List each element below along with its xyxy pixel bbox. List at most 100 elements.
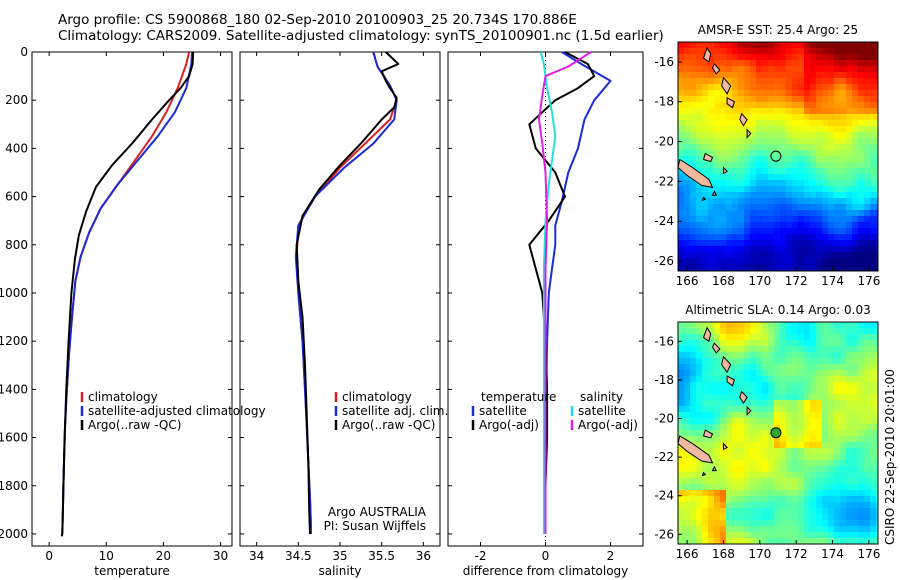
map-cell bbox=[816, 168, 823, 175]
map-cell bbox=[846, 180, 853, 187]
map-cell bbox=[810, 490, 817, 497]
map-cell bbox=[738, 490, 745, 497]
map-cell bbox=[702, 42, 709, 49]
map-cell bbox=[684, 192, 691, 199]
map-cell bbox=[780, 502, 787, 509]
map-cell bbox=[744, 246, 751, 253]
map-cell bbox=[702, 144, 709, 151]
map-cell bbox=[750, 162, 757, 169]
map-cell bbox=[840, 60, 847, 67]
map-cell bbox=[840, 346, 847, 353]
map-cell bbox=[690, 538, 697, 544]
map-cell bbox=[780, 448, 787, 455]
map-cell bbox=[690, 162, 697, 169]
map-cell bbox=[714, 120, 721, 127]
map-cell bbox=[726, 484, 733, 491]
map-cell bbox=[840, 264, 847, 271]
map-cell bbox=[828, 430, 835, 437]
map-cell bbox=[846, 400, 853, 407]
map-cell bbox=[732, 496, 739, 503]
map-cell bbox=[858, 424, 865, 431]
map-cell bbox=[732, 418, 739, 425]
map-cell bbox=[834, 538, 841, 544]
map-cell bbox=[792, 42, 799, 49]
map-cell bbox=[750, 394, 757, 401]
map-cell bbox=[732, 198, 739, 205]
map-cell bbox=[846, 132, 853, 139]
map-cell bbox=[798, 258, 805, 265]
map-cell bbox=[774, 240, 781, 247]
map-cell bbox=[774, 406, 781, 413]
map-cell bbox=[822, 252, 829, 259]
map-cell bbox=[816, 538, 823, 544]
map-cell bbox=[768, 352, 775, 359]
map-cell bbox=[720, 418, 727, 425]
map-cell bbox=[708, 162, 715, 169]
map-cell bbox=[720, 222, 727, 229]
map-cell bbox=[846, 430, 853, 437]
map-cell bbox=[714, 204, 721, 211]
map-cell bbox=[834, 210, 841, 217]
map-cell bbox=[762, 234, 769, 241]
map-cell bbox=[852, 114, 859, 121]
map-cell bbox=[786, 186, 793, 193]
map-cell bbox=[786, 514, 793, 521]
map-cell bbox=[816, 180, 823, 187]
map-cell bbox=[834, 258, 841, 265]
map-cell bbox=[750, 150, 757, 157]
map-cell bbox=[762, 502, 769, 509]
map-cell bbox=[810, 346, 817, 353]
map-cell bbox=[732, 186, 739, 193]
map-cell bbox=[798, 502, 805, 509]
map-cell bbox=[852, 382, 859, 389]
map-cell bbox=[852, 370, 859, 377]
map-cell bbox=[708, 364, 715, 371]
map-cell bbox=[792, 346, 799, 353]
map-cell bbox=[834, 252, 841, 259]
map-cell bbox=[756, 412, 763, 419]
map-cell bbox=[822, 352, 829, 359]
map-cell bbox=[768, 334, 775, 341]
map-cell bbox=[750, 412, 757, 419]
map-cell bbox=[726, 48, 733, 55]
map-cell bbox=[684, 364, 691, 371]
map-cell bbox=[852, 84, 859, 91]
map-cell bbox=[744, 162, 751, 169]
map-cell bbox=[690, 108, 697, 115]
map-cell bbox=[810, 406, 817, 413]
map-cell bbox=[702, 376, 709, 383]
map-cell bbox=[840, 96, 847, 103]
map-cell bbox=[804, 388, 811, 395]
map-cell bbox=[696, 400, 703, 407]
map-cell bbox=[846, 394, 853, 401]
map-cell bbox=[876, 54, 878, 61]
map-cell bbox=[690, 472, 697, 479]
map-cell bbox=[876, 252, 878, 259]
map-cell bbox=[744, 42, 751, 49]
map-cell bbox=[780, 514, 787, 521]
map-cell bbox=[810, 538, 817, 544]
map-cell bbox=[756, 484, 763, 491]
map-cell bbox=[696, 484, 703, 491]
map-cell bbox=[762, 114, 769, 121]
map-cell bbox=[690, 210, 697, 217]
map-cell bbox=[732, 132, 739, 139]
y-tick-label: 1000 bbox=[0, 286, 28, 300]
map-cell bbox=[684, 478, 691, 485]
map-cell bbox=[678, 102, 685, 109]
map-cell bbox=[870, 502, 877, 509]
map-cell bbox=[816, 48, 823, 55]
map-cell bbox=[756, 84, 763, 91]
map-cell bbox=[816, 174, 823, 181]
map-cell bbox=[804, 150, 811, 157]
map-cell bbox=[732, 472, 739, 479]
map-cell bbox=[846, 412, 853, 419]
map-cell bbox=[702, 186, 709, 193]
island-outline bbox=[702, 46, 712, 63]
map-cell bbox=[696, 376, 703, 383]
map-cell bbox=[846, 174, 853, 181]
map-cell bbox=[696, 150, 703, 157]
map-cell bbox=[858, 334, 865, 341]
map-cell bbox=[792, 406, 799, 413]
map-cell bbox=[792, 364, 799, 371]
